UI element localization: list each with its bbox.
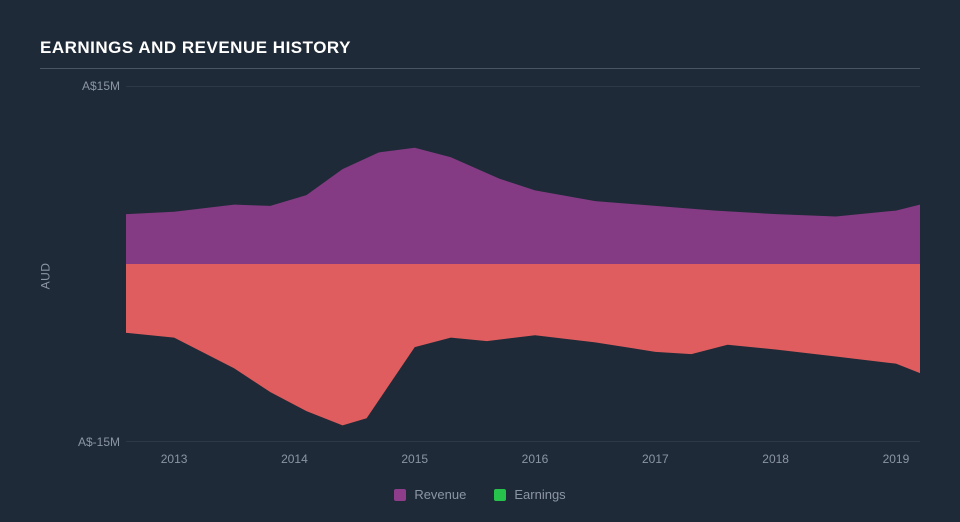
legend-item-revenue: Revenue — [394, 487, 466, 502]
plot-svg — [126, 86, 920, 442]
legend-label: Earnings — [514, 487, 565, 502]
x-tick: 2018 — [762, 452, 789, 466]
legend: Revenue Earnings — [0, 487, 960, 502]
series-revenue — [126, 148, 920, 264]
x-tick: 2017 — [642, 452, 669, 466]
chart-title: EARNINGS AND REVENUE HISTORY — [40, 38, 920, 58]
x-tick: 2019 — [883, 452, 910, 466]
x-tick: 2014 — [281, 452, 308, 466]
legend-label: Revenue — [414, 487, 466, 502]
series-earnings — [126, 264, 920, 425]
x-tick: 2015 — [401, 452, 428, 466]
legend-item-earnings: Earnings — [494, 487, 565, 502]
legend-swatch — [394, 489, 406, 501]
y-tick-bottom: A$-15M — [50, 435, 120, 449]
y-axis-label: AUD — [38, 263, 52, 290]
chart-area: AUD A$15M A$-15M 20132014201520162017201… — [40, 86, 920, 466]
x-axis-ticks: 2013 2014 2015 2016 2017 2018 2019 — [126, 446, 920, 466]
x-tick: 2013 — [161, 452, 188, 466]
plot-area — [126, 86, 920, 442]
title-rule — [40, 68, 920, 69]
x-tick: 2016 — [522, 452, 549, 466]
y-tick-top: A$15M — [50, 79, 120, 93]
legend-swatch — [494, 489, 506, 501]
chart-container: EARNINGS AND REVENUE HISTORY AUD A$15M A… — [0, 0, 960, 522]
